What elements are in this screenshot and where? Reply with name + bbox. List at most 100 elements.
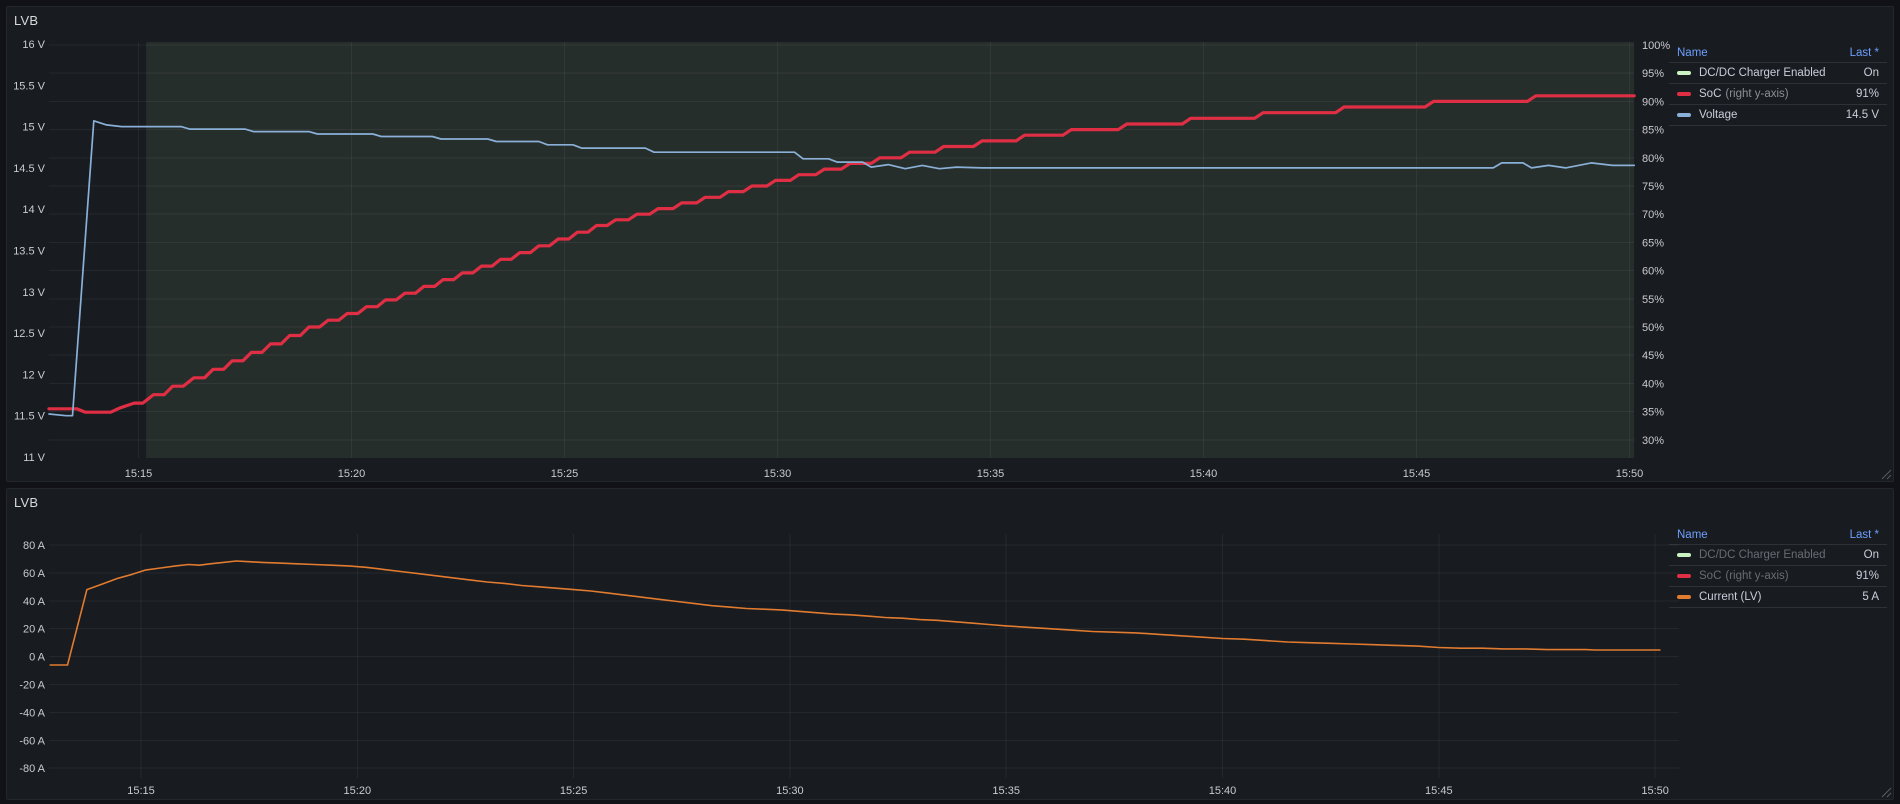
x-tick-label: 15:40 — [1190, 468, 1218, 480]
y-left-tick-label: 16 V — [22, 39, 45, 51]
y-left-tick-label: 60 A — [23, 568, 46, 580]
time-series-chart[interactable]: 80 A 60 A 40 A 20 A 0 A -20 A -40 A -60 A -80 A 1… — [7, 489, 1893, 799]
y-right-tick-label: 55% — [1642, 294, 1664, 306]
x-tick-label: 15:50 — [1616, 468, 1644, 480]
resize-grip-icon — [1881, 469, 1892, 480]
legend-row: DC/DC Charger Enabled On — [1669, 545, 1887, 566]
x-tick-label: 15:40 — [1209, 785, 1237, 797]
gridlines — [49, 42, 1634, 458]
x-tick-label: 15:25 — [551, 468, 579, 480]
series-color-icon — [1677, 92, 1691, 96]
panel-lvb-current: LVB 80 A 60 A 40 A 20 A 0 A -20 A -40 A -60 A -8… — [6, 488, 1894, 800]
legend-row: SoC (right y-axis) 91% — [1669, 566, 1887, 587]
legend-last-value: On — [1863, 549, 1879, 561]
x-tick-label: 15:30 — [764, 468, 792, 480]
legend-series-name[interactable]: Current (LV) — [1699, 591, 1762, 603]
x-tick-label: 15:45 — [1403, 468, 1431, 480]
y-left-tick-label: 14 V — [22, 204, 45, 216]
legend-axis-suffix[interactable]: (right y-axis) — [1725, 88, 1789, 100]
y-right-tick-label: 30% — [1642, 435, 1664, 447]
legend-last-value: 5 A — [1862, 591, 1879, 603]
y-left-tick-label: 20 A — [23, 624, 46, 636]
legend-header-last[interactable]: Last * — [1849, 528, 1879, 541]
series-line-current-lv- — [49, 560, 1661, 666]
x-tick-label: 15:25 — [560, 785, 588, 797]
legend-last-value: 91% — [1855, 88, 1879, 100]
y-left-tick-label: 14.5 V — [13, 163, 45, 175]
y-right-tick-label: 100% — [1642, 40, 1670, 52]
legend-header-last[interactable]: Last * — [1849, 46, 1879, 59]
axis-labels: 16 V 15.5 V 15 V 14.5 V 14 V 13.5 V 13 V 12.5 V… — [13, 39, 1670, 480]
y-right-tick-label: 65% — [1642, 237, 1664, 249]
y-left-tick-label: 15 V — [22, 122, 45, 134]
y-right-tick-label: 95% — [1642, 68, 1664, 80]
series-color-icon — [1677, 595, 1691, 599]
y-left-tick-label: 12.5 V — [13, 328, 45, 340]
legend-series-name[interactable]: SoC — [1699, 88, 1722, 100]
legend-header-name[interactable]: Name — [1677, 46, 1708, 59]
x-tick-label: 15:15 — [127, 785, 155, 797]
series-line-soc — [47, 94, 1636, 414]
series-color-icon — [1677, 71, 1691, 75]
y-left-tick-label: 11 V — [23, 452, 45, 464]
y-right-tick-label: 40% — [1642, 378, 1664, 390]
x-tick-label: 15:45 — [1425, 785, 1453, 797]
series-color-icon — [1677, 113, 1691, 117]
panel-title: LVB — [14, 13, 39, 28]
panel-resize-handle[interactable] — [1879, 467, 1892, 480]
legend-row: Voltage 14.5 V — [1669, 105, 1887, 126]
y-left-tick-label: 80 A — [23, 540, 46, 552]
x-tick-label: 15:20 — [344, 785, 372, 797]
panel-lvb-voltage-soc: LVB 16 V 15.5 V 15 V 14.5 V 14 V 13.5 V 13 V 12… — [6, 6, 1894, 482]
series-color-icon — [1677, 553, 1691, 557]
dcdc-enabled-region — [146, 42, 1635, 458]
panel-title: LVB — [14, 495, 39, 510]
panel-header[interactable]: LVB — [7, 489, 1893, 515]
legend: Name Last * DC/DC Charger Enabled On SoC (r… — [1669, 525, 1887, 608]
resize-grip-icon — [1881, 787, 1892, 798]
series-line-voltage — [48, 119, 1636, 417]
x-tick-label: 15:35 — [992, 785, 1020, 797]
legend-header-name[interactable]: Name — [1677, 528, 1708, 541]
y-left-tick-label: -40 A — [19, 707, 45, 719]
y-left-tick-label: -20 A — [19, 680, 45, 692]
legend-row: DC/DC Charger Enabled On — [1669, 63, 1887, 84]
legend-axis-suffix[interactable]: (right y-axis) — [1725, 570, 1789, 582]
gridlines — [49, 534, 1679, 778]
y-right-tick-label: 90% — [1642, 96, 1664, 108]
x-tick-label: 15:20 — [338, 468, 366, 480]
legend-header: Name Last * — [1669, 525, 1887, 545]
legend-row: SoC (right y-axis) 91% — [1669, 84, 1887, 105]
x-tick-label: 15:30 — [776, 785, 804, 797]
legend-series-name[interactable]: Voltage — [1699, 109, 1738, 121]
legend-last-value: 91% — [1855, 570, 1879, 582]
y-left-tick-label: 13.5 V — [13, 246, 45, 258]
y-left-tick-label: 40 A — [23, 596, 46, 608]
time-series-chart[interactable]: 16 V 15.5 V 15 V 14.5 V 14 V 13.5 V 13 V 12.5 V… — [7, 7, 1893, 481]
legend-header: Name Last * — [1669, 43, 1887, 63]
y-right-tick-label: 50% — [1642, 322, 1664, 334]
y-right-tick-label: 60% — [1642, 266, 1664, 278]
legend-row: Current (LV) 5 A — [1669, 587, 1887, 608]
y-right-tick-label: 85% — [1642, 125, 1664, 137]
y-left-tick-label: -80 A — [19, 763, 45, 775]
state-region-group — [146, 42, 1635, 458]
y-right-tick-label: 80% — [1642, 153, 1664, 165]
y-left-tick-label: 12 V — [22, 369, 45, 381]
legend-last-value: 14.5 V — [1845, 109, 1879, 121]
y-left-tick-label: 0 A — [29, 652, 46, 664]
legend: Name Last * DC/DC Charger Enabled On SoC (r… — [1669, 43, 1887, 126]
x-tick-label: 15:35 — [977, 468, 1005, 480]
legend-series-name[interactable]: DC/DC Charger Enabled — [1699, 549, 1826, 561]
y-right-tick-label: 75% — [1642, 181, 1664, 193]
legend-last-value: On — [1863, 67, 1879, 79]
x-tick-label: 15:15 — [125, 468, 153, 480]
panel-header[interactable]: LVB — [7, 7, 1893, 33]
y-left-tick-label: 11.5 V — [14, 411, 46, 423]
legend-series-name[interactable]: DC/DC Charger Enabled — [1699, 67, 1826, 79]
panel-resize-handle[interactable] — [1879, 785, 1892, 798]
y-right-tick-label: 35% — [1642, 407, 1664, 419]
legend-series-name[interactable]: SoC — [1699, 570, 1722, 582]
y-right-tick-label: 45% — [1642, 350, 1664, 362]
axis-labels: 80 A 60 A 40 A 20 A 0 A -20 A -40 A -60 A -80 A 1… — [19, 540, 1669, 797]
